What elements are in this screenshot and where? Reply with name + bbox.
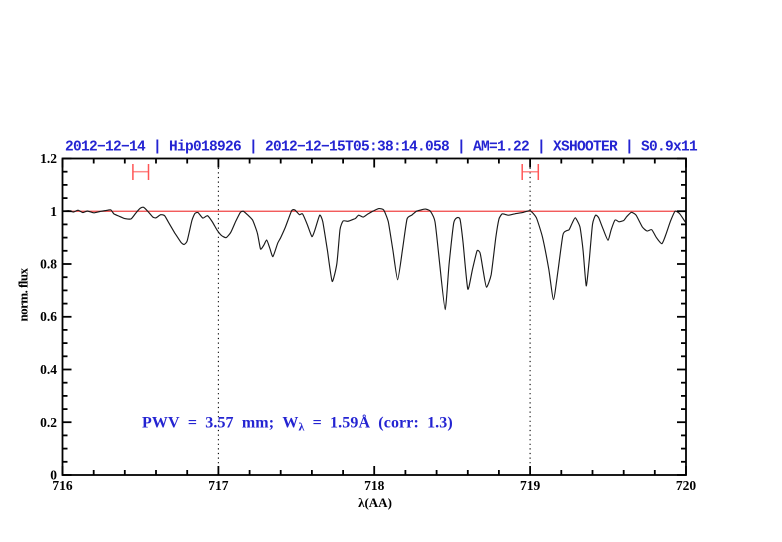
svg-text:1: 1 xyxy=(50,204,57,219)
svg-text:717: 717 xyxy=(208,478,229,493)
svg-text:0.2: 0.2 xyxy=(40,415,57,430)
svg-text:0.8: 0.8 xyxy=(40,257,57,272)
svg-text:720: 720 xyxy=(676,478,697,493)
svg-text:718: 718 xyxy=(364,478,385,493)
svg-text:1.2: 1.2 xyxy=(40,151,57,166)
svg-text:0: 0 xyxy=(50,468,57,483)
svg-text:719: 719 xyxy=(520,478,541,493)
svg-text:PWV = 3.57 mm; Wλ = 1.59: PWV = 3.57 mm; Wλ = 1.59Å (corr: 1.3) xyxy=(142,413,453,433)
svg-text:0.6: 0.6 xyxy=(40,309,57,324)
svg-text:norm. flux: norm. flux xyxy=(15,267,30,321)
svg-text:716: 716 xyxy=(52,478,73,493)
svg-text:λ(AA): λ(AA) xyxy=(358,495,392,510)
svg-text:0.4: 0.4 xyxy=(40,362,57,377)
svg-text:2012−12−14 | Hip018926 | 2012−: 2012−12−14 | Hip018926 | 2012−12−15T05:3… xyxy=(65,140,698,156)
